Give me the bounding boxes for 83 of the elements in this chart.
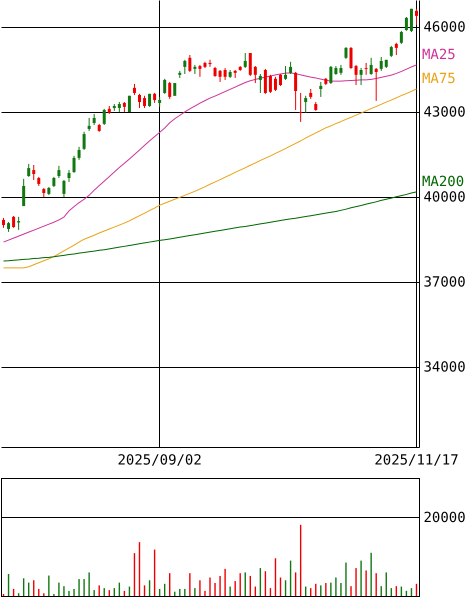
candlestick — [218, 70, 222, 82]
line-series — [3, 88, 417, 268]
candlestick — [193, 64, 196, 74]
candlestick — [274, 76, 277, 92]
candlestick — [57, 165, 60, 179]
candlestick — [380, 56, 383, 72]
candlestick — [2, 217, 6, 228]
candlestick — [374, 68, 378, 102]
candlestick — [42, 187, 46, 198]
candlestick — [279, 73, 282, 86]
candlestick — [82, 131, 86, 150]
candlestick — [248, 52, 252, 76]
candlestick — [289, 61, 292, 74]
candlestick — [102, 108, 106, 126]
candlestick — [244, 52, 247, 69]
candlestick — [27, 163, 30, 178]
candlestick — [32, 164, 36, 180]
candlestick — [153, 92, 156, 104]
series-label: MA200 — [422, 174, 464, 190]
candlestick — [350, 46, 353, 70]
candlestick — [214, 66, 217, 78]
candlestick — [78, 146, 81, 160]
candlestick — [304, 95, 308, 114]
candlestick — [339, 64, 342, 76]
candlestick — [370, 57, 373, 76]
candlestick — [122, 102, 126, 112]
candlestick — [163, 78, 166, 94]
candlestick — [410, 8, 413, 33]
candlestick — [224, 68, 227, 80]
x-tick-label: 2025/09/02 — [117, 452, 202, 468]
candlestick — [148, 93, 152, 108]
series-label: MA25 — [422, 46, 456, 63]
candlestick — [354, 64, 358, 86]
candlestick — [364, 62, 368, 76]
x-tick-label: 2025/11/17 — [374, 452, 459, 468]
candlestick — [67, 170, 70, 182]
candlestick — [7, 221, 10, 232]
candlestick — [188, 54, 192, 72]
candlestick — [168, 81, 172, 100]
candlestick — [158, 96, 162, 108]
candlestick — [62, 179, 66, 198]
candlestick — [394, 42, 398, 56]
y-tick-label: 20000 — [424, 510, 466, 526]
y-tick-label: 43000 — [424, 104, 466, 120]
candlestick — [344, 46, 348, 60]
y-tick-label: 40000 — [424, 189, 466, 206]
candlestick — [92, 113, 96, 126]
candlestick — [294, 71, 298, 110]
candlestick — [128, 95, 131, 112]
candlestick — [52, 176, 56, 188]
candlestick — [299, 92, 302, 122]
candlestick — [268, 74, 272, 94]
candlestick — [309, 88, 312, 100]
candlestick — [37, 176, 40, 186]
candlestick — [88, 117, 91, 132]
candlestick — [138, 93, 141, 108]
candlestick — [17, 216, 20, 230]
candlestick — [404, 16, 408, 32]
y-tick-label: 34000 — [424, 360, 466, 376]
y-tick-label: 46000 — [424, 19, 466, 36]
candlestick — [12, 215, 16, 228]
candlestick — [183, 59, 186, 74]
candlestick — [22, 178, 26, 207]
candlestick — [284, 66, 288, 80]
line-series — [3, 191, 417, 262]
candlestick — [198, 64, 202, 78]
candlestick — [173, 82, 176, 96]
candlestick — [319, 81, 322, 98]
candlestick — [264, 68, 267, 94]
series-label: MA75 — [422, 71, 456, 88]
candlestick — [390, 45, 393, 58]
candlestick — [254, 66, 257, 84]
candlestick — [118, 102, 121, 112]
candlestick — [360, 68, 363, 86]
candlestick — [132, 83, 136, 96]
candlestick — [329, 66, 332, 84]
line-series — [3, 64, 417, 243]
candlestick — [72, 155, 76, 174]
candlestick — [400, 30, 403, 44]
candlestick — [258, 73, 262, 94]
y-tick-label: 37000 — [424, 274, 466, 291]
candlestick — [414, 8, 418, 26]
candlestick — [143, 95, 146, 108]
